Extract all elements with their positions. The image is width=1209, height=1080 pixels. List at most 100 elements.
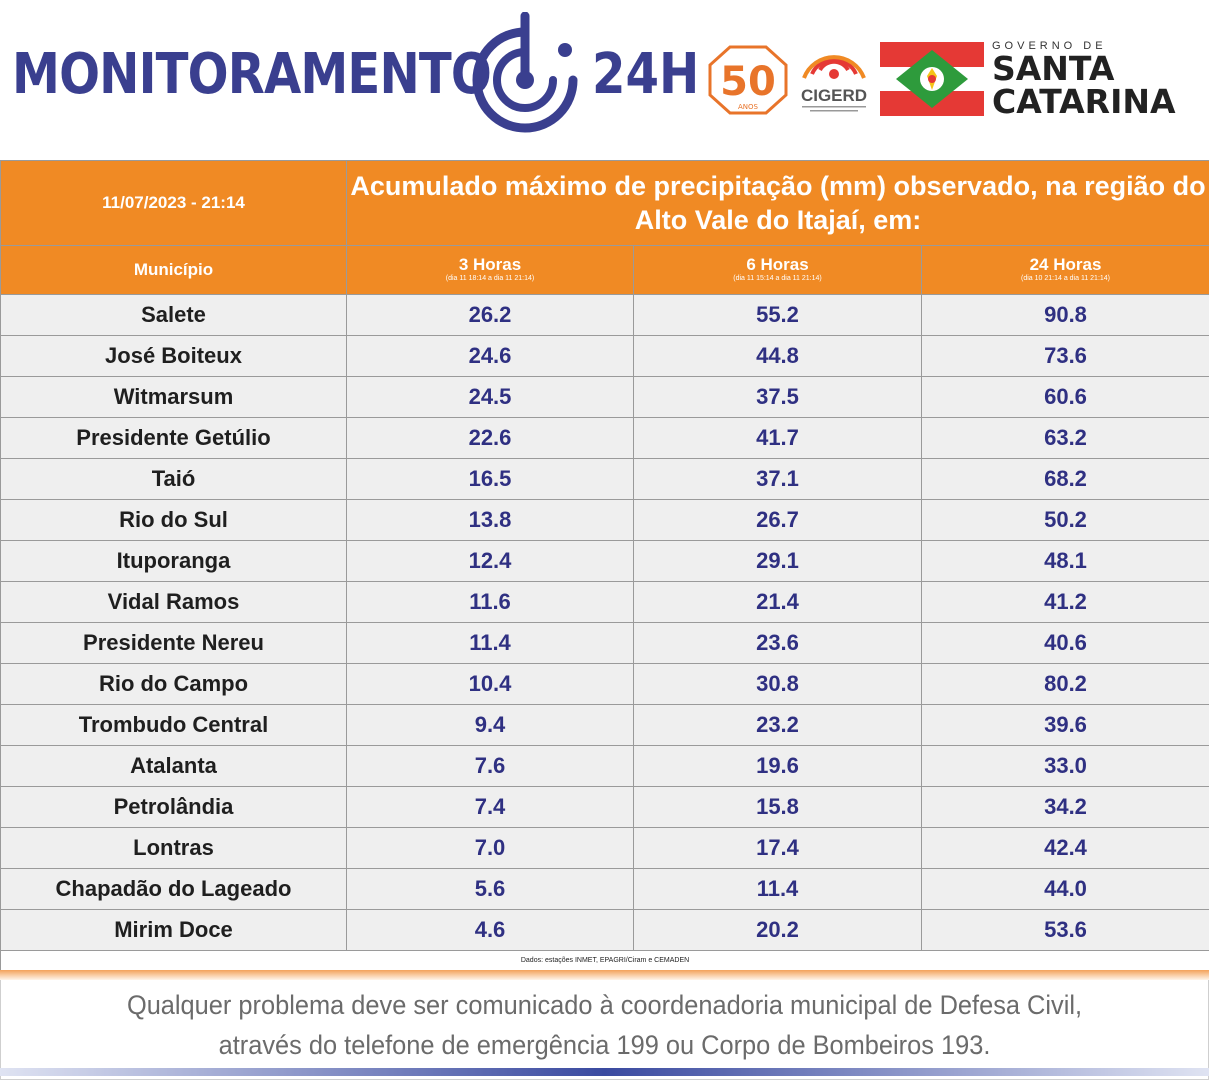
municipio-name: Taió <box>0 458 347 500</box>
value-6h: 20.2 <box>633 909 922 951</box>
value-24h: 80.2 <box>920 663 1209 705</box>
value-3h: 12.4 <box>346 540 634 582</box>
value-3h: 22.6 <box>346 417 634 459</box>
municipio-name: Vidal Ramos <box>0 581 347 623</box>
column-header-3h: 3 Horas (dia 11 18:14 a dia 11 21:14) <box>346 245 634 295</box>
report-datetime: 11/07/2023 - 21:14 <box>0 160 347 246</box>
table-row: Petrolândia 7.4 15.8 34.2 <box>0 786 1209 828</box>
value-6h: 11.4 <box>633 868 922 910</box>
value-24h: 53.6 <box>920 909 1209 951</box>
table-row: Taió 16.5 37.1 68.2 <box>0 458 1209 500</box>
value-6h: 55.2 <box>633 294 922 336</box>
municipio-name: Mirim Doce <box>0 909 347 951</box>
value-6h: 19.6 <box>633 745 922 787</box>
municipio-name: Presidente Getúlio <box>0 417 347 459</box>
blue-divider <box>0 1068 1209 1076</box>
precipitation-table-wrapper: 11/07/2023 - 21:14 Acumulado máximo de p… <box>0 160 1209 970</box>
source-row: Dados: estações INMET, EPAGRI/Ciram e CE… <box>0 950 1209 970</box>
value-6h: 37.1 <box>633 458 922 500</box>
value-24h: 63.2 <box>920 417 1209 459</box>
data-source-note: Dados: estações INMET, EPAGRI/Ciram e CE… <box>0 950 1209 970</box>
value-3h: 11.6 <box>346 581 634 623</box>
column-header-6h: 6 Horas (dia 11 15:14 a dia 11 21:14) <box>633 245 922 295</box>
value-6h: 17.4 <box>633 827 922 869</box>
municipio-name: Rio do Campo <box>0 663 347 705</box>
column-header-24h-range: (dia 10 21:14 a dia 11 21:14) <box>1021 275 1111 282</box>
column-header-3h-range: (dia 11 18:14 a dia 11 21:14) <box>445 275 535 282</box>
municipio-name: Witmarsum <box>0 376 347 418</box>
value-24h: 68.2 <box>920 458 1209 500</box>
table-title: Acumulado máximo de precipitação (mm) ob… <box>345 160 1209 246</box>
municipio-name: Chapadão do Lageado <box>0 868 347 910</box>
orange-divider <box>0 970 1209 980</box>
municipio-name: Petrolândia <box>0 786 347 828</box>
value-3h: 7.6 <box>346 745 634 787</box>
precipitation-table: 11/07/2023 - 21:14 Acumulado máximo de p… <box>0 160 1209 970</box>
value-6h: 30.8 <box>633 663 922 705</box>
table-row: Presidente Nereu 11.4 23.6 40.6 <box>0 622 1209 664</box>
column-header-6h-range: (dia 11 15:14 a dia 11 21:14) <box>733 275 822 282</box>
value-24h: 73.6 <box>920 335 1209 377</box>
value-3h: 26.2 <box>346 294 634 336</box>
value-6h: 15.8 <box>633 786 922 828</box>
table-row: Mirim Doce 4.6 20.2 53.6 <box>0 909 1209 951</box>
header: MONITORAMENTO 24H 50 ANOS CIGERD GOVERNO… <box>0 0 1209 160</box>
column-header-24h: 24 Horas (dia 10 21:14 a dia 11 21:14) <box>920 245 1209 295</box>
brand-title: MONITORAMENTO <box>12 42 492 107</box>
table-row: Vidal Ramos 11.6 21.4 41.2 <box>0 581 1209 623</box>
table-row: Atalanta 7.6 19.6 33.0 <box>0 745 1209 787</box>
value-6h: 37.5 <box>633 376 922 418</box>
value-24h: 34.2 <box>920 786 1209 828</box>
value-3h: 16.5 <box>346 458 634 500</box>
value-6h: 29.1 <box>633 540 922 582</box>
table-row: Rio do Campo 10.4 30.8 80.2 <box>0 663 1209 705</box>
value-24h: 40.6 <box>920 622 1209 664</box>
value-6h: 44.8 <box>633 335 922 377</box>
municipio-name: Lontras <box>0 827 347 869</box>
municipio-name: Atalanta <box>0 745 347 787</box>
column-header-24h-label: 24 Horas <box>1029 255 1102 274</box>
value-3h: 9.4 <box>346 704 634 746</box>
brand-24h: 24H <box>592 42 700 107</box>
state-name: SANTA CATARINA <box>992 52 1176 118</box>
column-header-3h-label: 3 Horas <box>458 255 522 274</box>
value-3h: 13.8 <box>346 499 634 541</box>
table-row: Chapadão do Lageado 5.6 11.4 44.0 <box>0 868 1209 910</box>
value-24h: 48.1 <box>920 540 1209 582</box>
table-row: Salete 26.2 55.2 90.8 <box>0 294 1209 336</box>
badge-50-text: 50 <box>720 59 776 105</box>
table-row: José Boiteux 24.6 44.8 73.6 <box>0 335 1209 377</box>
table-row: Rio do Sul 13.8 26.7 50.2 <box>0 499 1209 541</box>
table-row: Lontras 7.0 17.4 42.4 <box>0 827 1209 869</box>
value-3h: 7.4 <box>346 786 634 828</box>
footer-notice-line2: através do telefone de emergência 199 ou… <box>218 1030 991 1060</box>
value-6h: 21.4 <box>633 581 922 623</box>
table-row: Witmarsum 24.5 37.5 60.6 <box>0 376 1209 418</box>
value-24h: 33.0 <box>920 745 1209 787</box>
value-3h: 10.4 <box>346 663 634 705</box>
santa-catarina-flag-icon <box>880 42 984 116</box>
value-24h: 42.4 <box>920 827 1209 869</box>
value-24h: 44.0 <box>920 868 1209 910</box>
municipio-name: Rio do Sul <box>0 499 347 541</box>
value-6h: 41.7 <box>633 417 922 459</box>
badge-anos-text: ANOS <box>738 103 759 111</box>
value-3h: 11.4 <box>346 622 634 664</box>
cigerd-label: CIGERD <box>800 86 868 105</box>
value-6h: 26.7 <box>633 499 922 541</box>
state-name-line1: SANTA <box>992 49 1115 88</box>
municipio-name: Ituporanga <box>0 540 347 582</box>
municipio-name: Salete <box>0 294 347 336</box>
value-6h: 23.6 <box>633 622 922 664</box>
state-name-line2: CATARINA <box>992 82 1176 121</box>
value-3h: 7.0 <box>346 827 634 869</box>
municipio-name: José Boiteux <box>0 335 347 377</box>
table-header-row: Município 3 Horas (dia 11 18:14 a dia 11… <box>0 245 1209 295</box>
table-row: Presidente Getúlio 22.6 41.7 63.2 <box>0 417 1209 459</box>
radar-logo-icon <box>472 12 578 133</box>
table-row: Trombudo Central 9.4 23.2 39.6 <box>0 704 1209 746</box>
municipio-name: Trombudo Central <box>0 704 347 746</box>
government-label: GOVERNO DE <box>992 40 1107 52</box>
column-header-municipio: Município <box>0 245 347 295</box>
cigerd-signal-icon <box>802 55 866 79</box>
